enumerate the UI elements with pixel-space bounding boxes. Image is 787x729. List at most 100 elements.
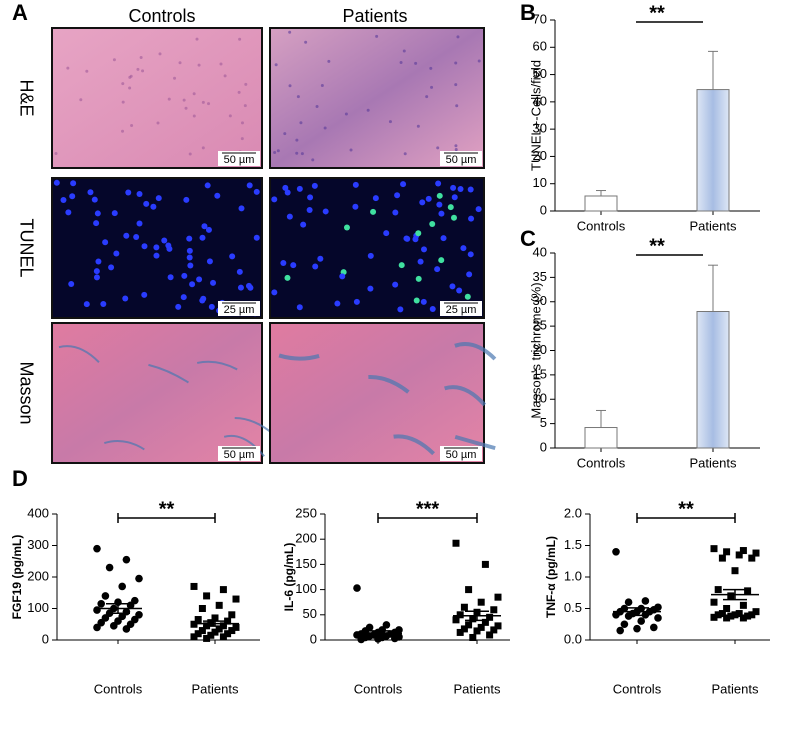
y-tick-label: 0 — [310, 631, 317, 646]
nucleus — [460, 245, 467, 252]
data-point — [637, 617, 645, 625]
y-tick-label: 0 — [42, 631, 49, 646]
nucleus — [400, 181, 407, 188]
x-tick-label: Patients — [192, 681, 239, 696]
nucleus — [466, 271, 473, 278]
data-point — [215, 625, 223, 633]
cell — [219, 62, 223, 66]
data-point — [224, 617, 232, 625]
data-point — [748, 611, 756, 619]
fibrosis — [104, 440, 145, 451]
cell — [296, 95, 300, 99]
cell — [128, 86, 132, 90]
nucleus — [208, 303, 215, 310]
y-tick-label: 2.0 — [564, 505, 582, 520]
x-tick-label: Controls — [94, 681, 143, 696]
cell — [304, 40, 308, 44]
micrograph — [269, 27, 485, 169]
data-point — [723, 548, 731, 556]
y-tick-label: 50 — [533, 66, 547, 81]
nucleus — [186, 254, 193, 261]
nucleus — [290, 262, 297, 269]
nucleus — [186, 235, 193, 242]
nucleus — [429, 305, 436, 312]
y-tick-label: 40 — [533, 93, 547, 108]
data-point — [727, 612, 735, 620]
nucleus — [467, 186, 474, 193]
nucleus — [70, 180, 77, 187]
nucleus — [398, 262, 405, 269]
nucleus — [397, 306, 404, 313]
column-label: Controls — [128, 6, 195, 26]
y-tick-label: 15 — [533, 366, 547, 381]
data-point — [105, 563, 114, 572]
data-point — [650, 623, 658, 632]
cell — [173, 76, 177, 80]
panel-label: B — [520, 0, 536, 25]
fibrosis — [454, 434, 496, 451]
data-point — [382, 621, 391, 629]
cell — [192, 92, 196, 96]
y-tick-label: 250 — [295, 505, 317, 520]
cell — [184, 106, 188, 110]
data-point — [465, 621, 473, 629]
nucleus — [419, 199, 426, 206]
nucleus — [113, 250, 120, 257]
cell — [141, 69, 145, 73]
nucleus — [417, 258, 424, 265]
nucleus — [143, 200, 150, 207]
y-tick-label: 10 — [533, 175, 547, 190]
data-point — [735, 551, 743, 559]
nucleus — [282, 184, 289, 191]
nucleus — [141, 243, 148, 250]
cell — [240, 137, 244, 141]
cell — [139, 55, 143, 59]
nucleus — [457, 185, 464, 192]
fibrosis — [148, 363, 189, 384]
bar — [696, 89, 730, 212]
data-point — [452, 539, 460, 547]
significance: *** — [416, 498, 440, 520]
micrograph — [51, 27, 263, 169]
cell — [156, 121, 160, 125]
scale-bar-box — [440, 151, 482, 166]
x-tick-label: Controls — [577, 218, 626, 233]
scale-bar-box — [218, 151, 260, 166]
data-point — [198, 605, 206, 612]
data-point — [731, 611, 739, 619]
cell — [388, 120, 392, 124]
cell — [274, 63, 278, 67]
cell — [85, 69, 89, 73]
cell — [130, 123, 134, 127]
y-axis-label: TUNEL+-Cells/field — [528, 60, 543, 171]
nucleus — [153, 244, 160, 251]
nucleus — [286, 213, 293, 220]
data-point — [739, 614, 747, 622]
nucleus — [475, 206, 482, 213]
cell — [201, 146, 205, 150]
y-tick-label: 20 — [533, 148, 547, 163]
nucleus — [214, 192, 221, 199]
nucleus — [95, 258, 102, 265]
cell — [295, 138, 299, 142]
scale-bar-box — [218, 301, 260, 316]
data-point — [122, 625, 131, 633]
fibrosis — [368, 375, 410, 394]
nucleus — [449, 283, 456, 290]
data-point — [490, 626, 498, 634]
cell — [54, 152, 58, 156]
y-tick-label: 35 — [533, 269, 547, 284]
y-tick-label: 100 — [295, 581, 317, 596]
data-point — [744, 587, 752, 595]
cell — [244, 82, 248, 86]
cell — [121, 100, 125, 104]
data-point — [477, 623, 485, 631]
nucleus — [68, 281, 75, 288]
nucleus — [367, 252, 374, 259]
y-tick-label: 60 — [533, 39, 547, 54]
cell — [182, 98, 186, 102]
data-point — [477, 598, 485, 606]
data-point — [456, 611, 464, 619]
nucleus — [236, 268, 243, 275]
